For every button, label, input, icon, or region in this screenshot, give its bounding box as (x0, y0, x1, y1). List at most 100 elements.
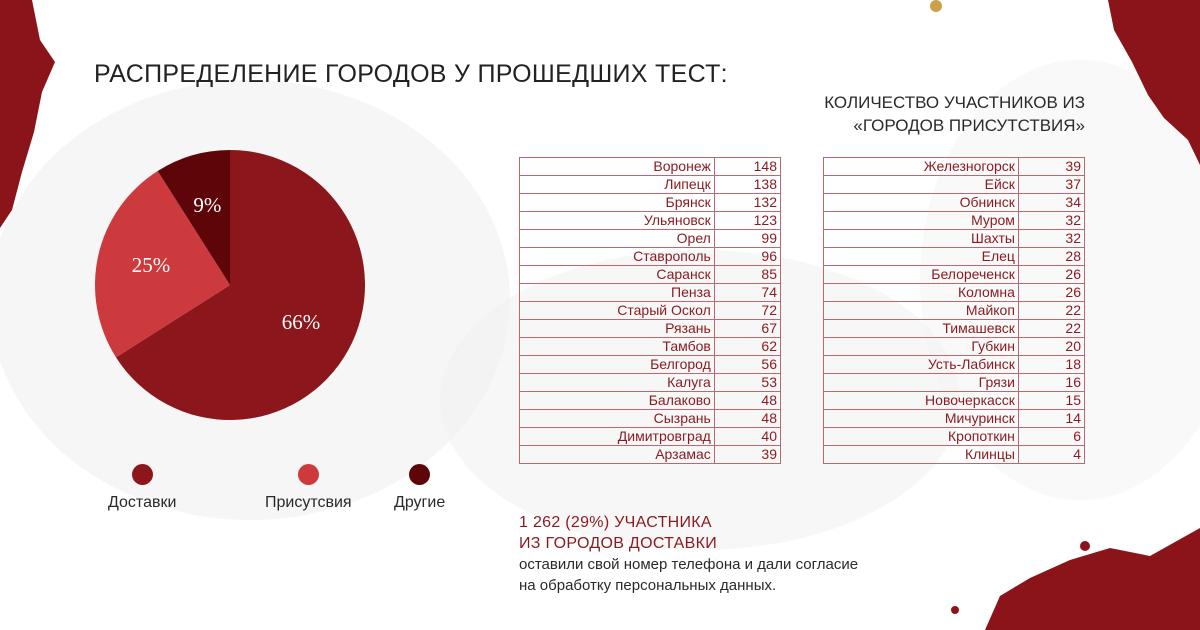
paint-splash-bottom-right (985, 528, 1200, 630)
page-title: РАСПРЕДЕЛЕНИЕ ГОРОДОВ У ПРОШЕДШИХ ТЕСТ: (94, 60, 728, 88)
city-name: Тамбов (519, 337, 715, 356)
participant-count: 18 (1017, 355, 1086, 374)
table-row: Ставрополь 96 (519, 247, 782, 266)
city-table-right: Железногорск 39 Ейск 37 Обнинск 34 Муром 32 Шахт… (823, 157, 1086, 464)
participant-count: 99 (713, 229, 782, 248)
table-row: Калуга 53 (519, 373, 782, 392)
participant-count: 34 (1017, 193, 1086, 212)
table-row: Рязань 67 (519, 319, 782, 338)
pie-data-label: 9% (193, 193, 221, 217)
city-name: Саранск (519, 265, 715, 284)
table-row: Обнинск 34 (823, 193, 1086, 212)
pie-slice-drugie (157, 150, 230, 285)
participant-count: 16 (1017, 373, 1086, 392)
city-name: Пенза (519, 283, 715, 302)
city-name: Мичуринск (823, 409, 1019, 428)
legend-swatch-drugie (409, 464, 431, 485)
participant-count: 67 (713, 319, 782, 338)
city-name: Сызрань (519, 409, 715, 428)
participant-count: 14 (1017, 409, 1086, 428)
table-row: Орел 99 (519, 229, 782, 248)
note-text-line1: оставили свой номер телефона и дали согл… (519, 556, 859, 573)
table-row: Клинцы 4 (823, 445, 1086, 464)
paint-splash-top-left (0, 0, 55, 228)
participant-count: 48 (713, 409, 782, 428)
participant-count: 53 (713, 373, 782, 392)
participant-count: 6 (1017, 427, 1086, 446)
city-name: Ульяновск (519, 211, 715, 230)
city-name: Орел (519, 229, 715, 248)
city-name: Кропоткин (823, 427, 1019, 446)
city-name: Белореченск (823, 265, 1019, 284)
city-name: Коломна (823, 283, 1019, 302)
pie-data-label: 66% (282, 310, 321, 334)
table-row: Новочеркасск 15 (823, 391, 1086, 410)
legend-swatch-dostavki (131, 464, 153, 485)
table-row: Воронеж 148 (519, 157, 782, 176)
legend-label-drugie: Другие (394, 494, 446, 511)
city-name: Рязань (519, 319, 715, 338)
table-row: Муром 32 (823, 211, 1086, 230)
city-name: Балаково (519, 391, 715, 410)
participant-count: 56 (713, 355, 782, 374)
participant-count: 22 (1017, 319, 1086, 338)
pie-chart: 66% 25% 9% (95, 150, 365, 421)
legend-item-drugie: Другие (394, 464, 445, 512)
city-name: Новочеркасск (823, 391, 1019, 410)
table-row: Губкин 20 (823, 337, 1086, 356)
table-row: Мичуринск 14 (823, 409, 1086, 428)
delivery-note: 1 262 (29%) УЧАСТНИКА ИЗ ГОРОДОВ ДОСТАВК… (519, 512, 858, 596)
participant-count: 32 (1017, 211, 1086, 230)
table-row: Белгород 56 (519, 355, 782, 374)
note-text-line2: на обработку персональных данных. (519, 577, 777, 594)
city-name: Клинцы (823, 445, 1019, 464)
city-name: Обнинск (823, 193, 1019, 212)
city-name: Старый Оскол (519, 301, 715, 320)
legend-label-prisutstvia: Присутсвия (265, 494, 352, 511)
participant-count: 15 (1017, 391, 1086, 410)
table-row: Тамбов 62 (519, 337, 782, 356)
city-name: Тимашевск (823, 319, 1019, 338)
participant-count: 20 (1017, 337, 1086, 356)
city-name: Елец (823, 247, 1019, 266)
participant-count: 85 (713, 265, 782, 284)
city-name: Арзамас (519, 445, 715, 464)
participant-count: 32 (1017, 229, 1086, 248)
note-highlight-line1: 1 262 (29%) УЧАСТНИКА (519, 514, 712, 531)
participant-count: 74 (713, 283, 782, 302)
table-row: Димитровград 40 (519, 427, 782, 446)
table-heading: КОЛИЧЕСТВО УЧАСТНИКОВ ИЗ «ГОРОДОВ ПРИСУТ… (665, 91, 1085, 137)
city-name: Усть-Лабинск (823, 355, 1019, 374)
table-row: Грязи 16 (823, 373, 1086, 392)
table-row: Старый Оскол 72 (519, 301, 782, 320)
participant-count: 123 (713, 211, 782, 230)
participant-count: 72 (713, 301, 782, 320)
participant-count: 39 (713, 445, 782, 464)
table-row: Железногорск 39 (823, 157, 1086, 176)
participant-count: 62 (713, 337, 782, 356)
participant-count: 132 (713, 193, 782, 212)
participant-count: 26 (1017, 265, 1086, 284)
table-row: Коломна 26 (823, 283, 1086, 302)
city-name: Липецк (519, 175, 715, 194)
participant-count: 148 (713, 157, 782, 176)
table-row: Брянск 132 (519, 193, 782, 212)
table-row: Пенза 74 (519, 283, 782, 302)
legend-item-prisutstvia: Присутсвия (265, 464, 352, 512)
city-name: Грязи (823, 373, 1019, 392)
participant-count: 28 (1017, 247, 1086, 266)
participant-count: 138 (713, 175, 782, 194)
pie-data-label: 25% (132, 253, 171, 277)
participant-count: 37 (1017, 175, 1086, 194)
table-heading-line2: «ГОРОДОВ ПРИСУТСТВИЯ» (853, 116, 1085, 135)
city-name: Майкоп (823, 301, 1019, 320)
table-heading-line1: КОЛИЧЕСТВО УЧАСТНИКОВ ИЗ (824, 93, 1085, 112)
city-name: Губкин (823, 337, 1019, 356)
legend-item-dostavki: Доставки (108, 464, 176, 512)
pie-slice-dostavki (116, 150, 365, 421)
city-table-left: Воронеж 148 Липецк 138 Брянск 132 Ульяновск 123… (519, 157, 782, 464)
participant-count: 96 (713, 247, 782, 266)
city-name: Брянск (519, 193, 715, 212)
table-row: Кропоткин 6 (823, 427, 1086, 446)
paint-splash-top-right (1108, 0, 1200, 165)
